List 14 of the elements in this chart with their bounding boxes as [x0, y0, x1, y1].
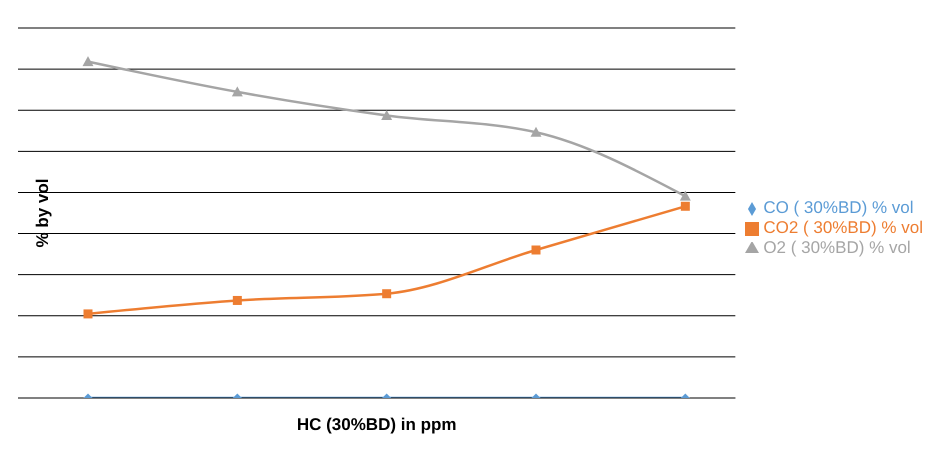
- point: [680, 190, 691, 201]
- point: [84, 309, 92, 318]
- point: [382, 289, 392, 298]
- legend-label: CO ( 30%BD) % vol: [763, 198, 914, 217]
- point: [232, 86, 243, 96]
- legend-label: CO2 ( 30%BD) % vol: [763, 218, 923, 237]
- legend-label: O2 ( 30%BD) % vol: [763, 238, 911, 257]
- point: [531, 246, 540, 254]
- point: [232, 296, 242, 305]
- point: [530, 126, 542, 137]
- point: [680, 202, 690, 211]
- point: [82, 56, 94, 66]
- point: [381, 110, 392, 120]
- x-axis-title: HC (30%BD) in ppm: [296, 415, 456, 434]
